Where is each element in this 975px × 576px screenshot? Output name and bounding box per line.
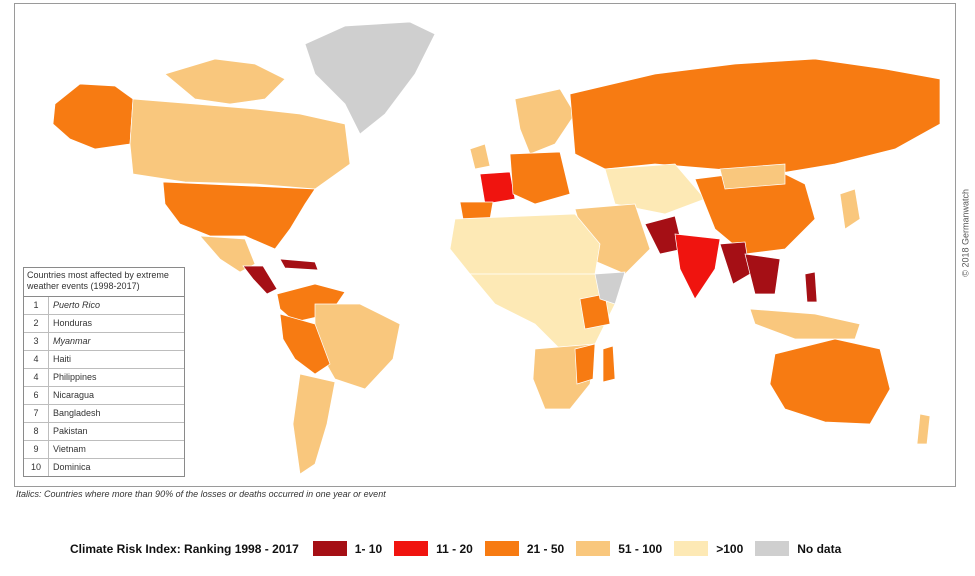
table-row: 2 Honduras: [24, 315, 184, 333]
country-cell: Myanmar: [53, 336, 91, 346]
copyright-credit: © 2018 Germanwatch: [961, 189, 971, 277]
table-title: Countries most affected by extreme weath…: [24, 268, 184, 297]
region-india: [674, 233, 721, 300]
rank-cell: 7: [24, 405, 49, 422]
legend-title: Climate Risk Index: Ranking 1998 - 2017: [70, 541, 299, 556]
region-usa: [162, 181, 316, 250]
table-row: 1 Puerto Rico: [24, 297, 184, 315]
region-greenland: [304, 21, 436, 135]
region-uk: [469, 143, 491, 170]
region-brazil: [314, 303, 401, 390]
rank-cell: 1: [24, 297, 49, 314]
country-cell: Bangladesh: [53, 408, 101, 418]
table-row: 6 Nicaragua: [24, 387, 184, 405]
rank-cell: 3: [24, 333, 49, 350]
region-iberia: [459, 201, 494, 220]
region-alaska: [52, 83, 134, 150]
country-cell: Pakistan: [53, 426, 88, 436]
legend-swatch: [394, 541, 429, 556]
region-indochina: [744, 253, 781, 295]
country-cell: Philippines: [53, 372, 97, 382]
legend-item: No data: [755, 541, 841, 556]
region-russia: [569, 58, 941, 175]
country-cell: Haiti: [53, 354, 72, 364]
region-caribbean: [279, 258, 319, 271]
table-row: 3 Myanmar: [24, 333, 184, 351]
region-north-africa: [449, 213, 601, 280]
legend-label: 1- 10: [354, 541, 383, 556]
table-row: 10 Dominica: [24, 459, 184, 476]
legend-item: 1- 10: [312, 541, 383, 556]
region-southern-cone: [292, 373, 336, 475]
region-madagascar: [602, 345, 616, 383]
rank-cell: 4: [24, 351, 49, 368]
table-row: 4 Philippines: [24, 369, 184, 387]
region-scandinavia: [514, 88, 576, 155]
region-kenya: [579, 293, 611, 330]
rank-cell: 8: [24, 423, 49, 440]
country-cell: Honduras: [53, 318, 93, 328]
country-cell: Puerto Rico: [53, 300, 101, 310]
table-row: 9 Vietnam: [24, 441, 184, 459]
legend-item: 21 - 50: [484, 541, 565, 556]
legend-swatch: [312, 541, 347, 556]
legend-label: 21 - 50: [526, 541, 565, 556]
region-central-asia: [604, 163, 706, 215]
region-indonesia: [749, 308, 861, 340]
rank-cell: 10: [24, 459, 49, 476]
region-myanmar: [719, 241, 751, 285]
region-mongolia: [719, 163, 786, 190]
legend-swatch: [484, 541, 519, 556]
rank-cell: 4: [24, 369, 49, 386]
table-row: 8 Pakistan: [24, 423, 184, 441]
legend-label: >100: [716, 541, 744, 556]
region-mozambique: [574, 343, 596, 385]
country-cell: Vietnam: [53, 444, 86, 454]
legend-item: >100: [674, 541, 743, 556]
legend-items: 1- 10 11 - 20 21 - 50 51 - 100 >100 No data: [312, 541, 854, 556]
region-peru-bolivia: [279, 313, 331, 375]
map-frame: © 2018 Germanwatch Countries most affect…: [14, 3, 971, 487]
legend-label: 11 - 20: [436, 541, 473, 556]
country-cell: Nicaragua: [53, 390, 95, 400]
footnote: Italics: Countries where more than 90% o…: [16, 489, 386, 499]
region-central-europe: [509, 151, 571, 205]
legend-label: No data: [797, 541, 842, 556]
ranking-table: Countries most affected by extreme weath…: [23, 267, 185, 477]
region-central-america: [242, 265, 278, 295]
legend: Climate Risk Index: Ranking 1998 - 2017 …: [70, 541, 853, 556]
region-canada-islands: [164, 58, 286, 105]
region-japan: [839, 188, 861, 230]
region-france: [479, 171, 516, 205]
region-horn: [594, 271, 626, 305]
rank-cell: 6: [24, 387, 49, 404]
table-rows: 1 Puerto Rico 2 Honduras 3 Myanmar 4 Haiti 4 Phil…: [24, 297, 184, 476]
table-row: 7 Bangladesh: [24, 405, 184, 423]
country-cell: Dominica: [53, 462, 91, 472]
legend-label: 51 - 100: [618, 541, 663, 556]
region-canada: [129, 98, 351, 190]
world-map: [52, 21, 941, 475]
region-new-zealand: [916, 413, 931, 445]
region-philippines: [804, 271, 818, 303]
rank-cell: 2: [24, 315, 49, 332]
legend-swatch: [576, 541, 611, 556]
legend-swatch: [674, 541, 709, 556]
table-row: 4 Haiti: [24, 351, 184, 369]
legend-item: 11 - 20: [394, 541, 473, 556]
legend-item: 51 - 100: [576, 541, 662, 556]
region-australia: [769, 338, 891, 425]
rank-cell: 9: [24, 441, 49, 458]
legend-swatch: [755, 541, 790, 556]
